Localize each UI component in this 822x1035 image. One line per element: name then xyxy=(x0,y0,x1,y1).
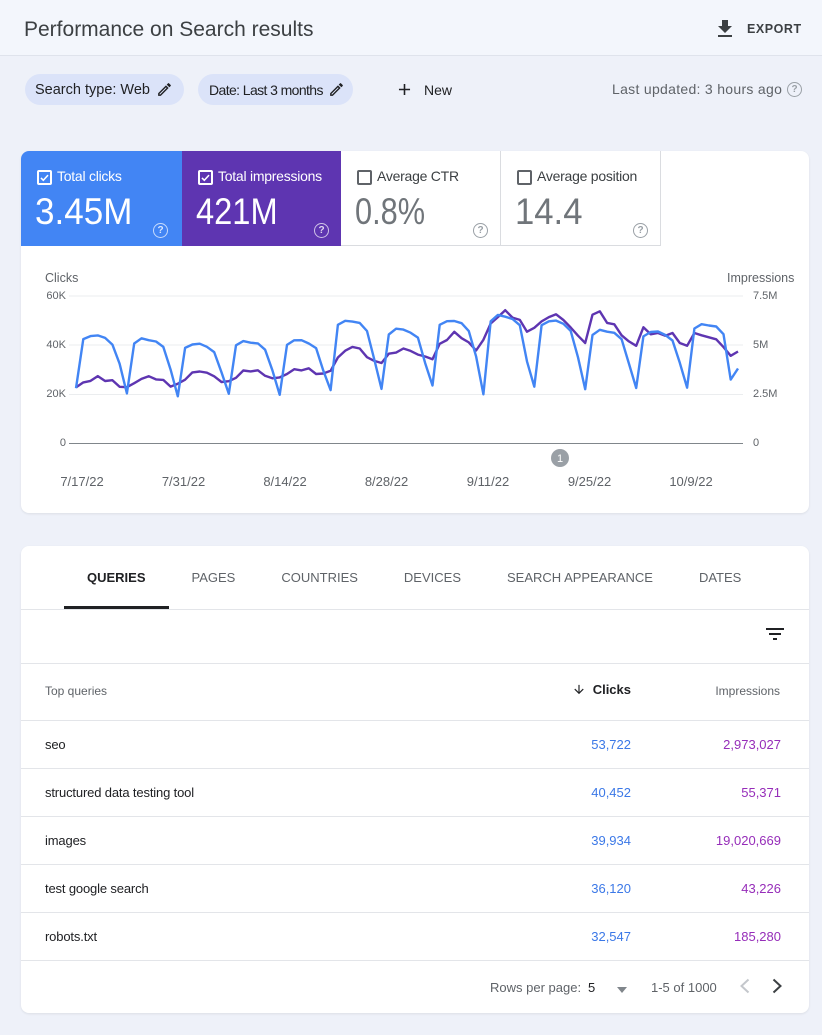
svg-text:1: 1 xyxy=(557,453,563,465)
